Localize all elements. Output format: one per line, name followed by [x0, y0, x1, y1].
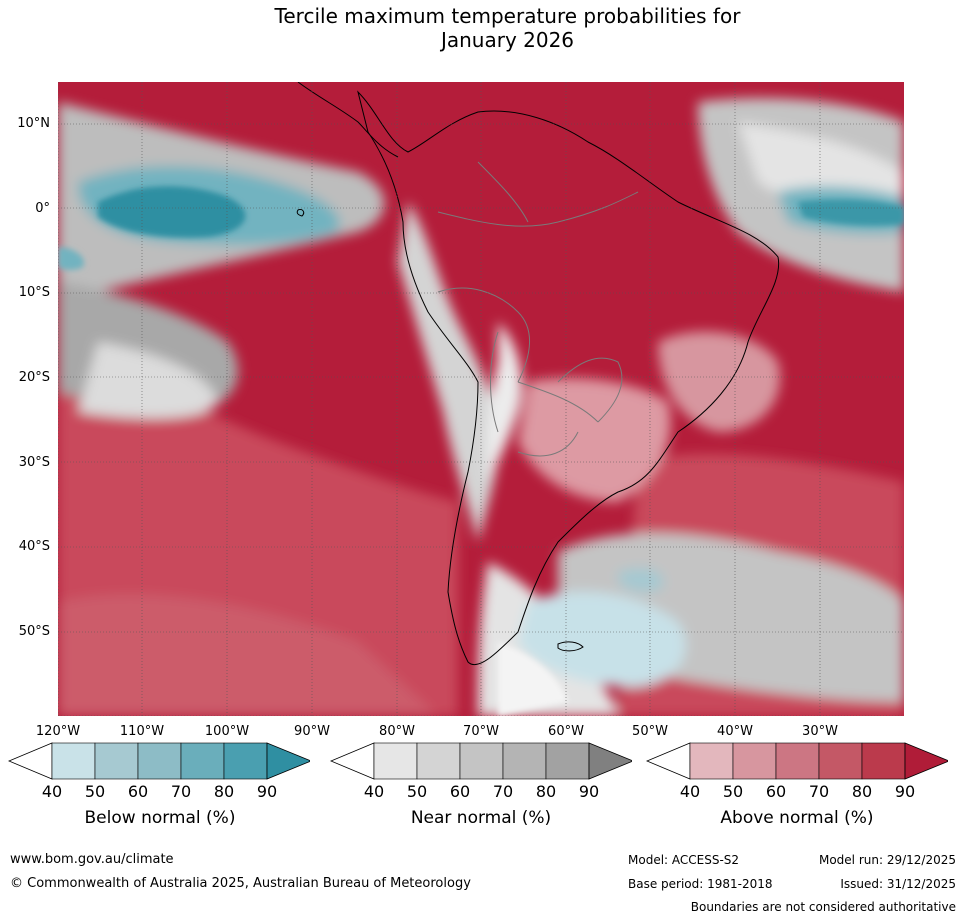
- website-link[interactable]: www.bom.gov.au/climate: [10, 852, 174, 867]
- lon-label-50w: 50°W: [632, 724, 668, 739]
- colorbar-segment: [223, 742, 268, 780]
- below-normal-label: Below normal (%): [84, 808, 236, 828]
- central-america-coastline: [297, 82, 399, 158]
- model-name: Model: ACCESS-S2: [628, 853, 740, 867]
- colorbar-tick-label: 70: [492, 782, 514, 801]
- colorbar-extend-high: [588, 742, 632, 780]
- colorbar-tick-label: 70: [170, 782, 192, 801]
- colorbar-segment: [416, 742, 461, 780]
- lon-label-120w: 120°W: [35, 724, 81, 739]
- colorbar-segment: [861, 742, 906, 780]
- above-low-brazil-coast: [658, 331, 780, 432]
- colorbar-tick-label: 40: [363, 782, 385, 801]
- colorbar-extend-low: [8, 742, 53, 780]
- lon-label-90w: 90°W: [294, 724, 330, 739]
- colorbar-segment: [502, 742, 547, 780]
- below-dark-eq-pacific: [98, 186, 246, 238]
- lon-label-70w: 70°W: [463, 724, 499, 739]
- copyright-text: © Commonwealth of Australia 2025, Austra…: [10, 876, 471, 891]
- galapagos-islands: [296, 209, 305, 217]
- above-normal-label: Above normal (%): [720, 808, 874, 828]
- colorbar-tick-label: 80: [213, 782, 235, 801]
- lat-label-40s: 40°S: [18, 539, 50, 554]
- country-borders: [437, 161, 639, 457]
- below-normal-falklands: [618, 567, 664, 593]
- colorbar-tick-label: 80: [535, 782, 557, 801]
- lon-label-100w: 100°W: [204, 724, 250, 739]
- lon-label-30w: 30°W: [802, 724, 838, 739]
- lon-label-60w: 60°W: [548, 724, 584, 739]
- colorbar-tick-label: 60: [127, 782, 149, 801]
- below-normal-south-atlantic: [518, 591, 686, 687]
- colorbar-segment: [51, 742, 96, 780]
- above-low-plata: [518, 378, 671, 502]
- lat-label-30s: 30°S: [18, 455, 50, 470]
- colorbar-tick-label: 50: [406, 782, 428, 801]
- below-dark-eq-atlantic: [798, 199, 904, 226]
- lat-label-20s: 20°S: [18, 370, 50, 385]
- colorbar-segment: [818, 742, 863, 780]
- colorbar-tick-label: 50: [722, 782, 744, 801]
- near-normal-andes: [398, 202, 499, 542]
- south-america-coastline: [357, 90, 780, 666]
- colorbar-segment: [180, 742, 225, 780]
- lat-label-10n: 10°N: [17, 116, 50, 131]
- above-mid-south: [58, 594, 438, 716]
- colorbar-tick-label: 60: [449, 782, 471, 801]
- base-period: Base period: 1981-2018: [628, 877, 773, 891]
- lon-label-40w: 40°W: [717, 724, 753, 739]
- colorbar-segment: [545, 742, 590, 780]
- issued-date: Issued: 31/12/2025: [840, 877, 956, 891]
- near-normal-label: Near normal (%): [410, 808, 552, 828]
- above-normal-colorbar: [646, 742, 948, 780]
- colorbar-extend-high: [904, 742, 948, 780]
- near-white-patagonia: [498, 642, 568, 716]
- falkland-islands: [557, 641, 584, 652]
- lat-label-0: 0°: [35, 201, 50, 216]
- colorbar-extend-low: [330, 742, 375, 780]
- colorbar-extend-low: [646, 742, 691, 780]
- title-line-2: January 2026: [440, 28, 575, 52]
- title-line-1: Tercile maximum temperature probabilitie…: [274, 4, 741, 28]
- colorbar-segment: [775, 742, 820, 780]
- colorbar-segment: [373, 742, 418, 780]
- colorbar-segment: [459, 742, 504, 780]
- colorbar-tick-label: 40: [679, 782, 701, 801]
- colorbar-segment: [137, 742, 182, 780]
- colorbar-tick-label: 90: [894, 782, 916, 801]
- colorbar-tick-label: 70: [808, 782, 830, 801]
- below-normal-west-edge: [58, 247, 84, 271]
- colorbar-tick-label: 50: [84, 782, 106, 801]
- map-title: Tercile maximum temperature probabilitie…: [0, 4, 965, 52]
- lat-label-10s: 10°S: [18, 285, 50, 300]
- colorbar-extend-high: [266, 742, 310, 780]
- probability-map: [58, 82, 904, 716]
- lat-label-50s: 50°S: [18, 624, 50, 639]
- colorbar-tick-label: 90: [578, 782, 600, 801]
- graticule: [58, 82, 904, 716]
- colorbar-segment: [689, 742, 734, 780]
- colorbar-tick-label: 90: [256, 782, 278, 801]
- below-normal-colorbar: [8, 742, 310, 780]
- near-normal-east-pacific-light: [78, 342, 218, 419]
- colorbar-segment: [732, 742, 777, 780]
- near-normal-colorbar: [330, 742, 632, 780]
- lon-label-80w: 80°W: [379, 724, 415, 739]
- colorbar-segment: [94, 742, 139, 780]
- boundaries-disclaimer: Boundaries are not considered authoritat…: [690, 900, 956, 914]
- colorbar-tick-label: 80: [851, 782, 873, 801]
- colorbar-tick-label: 40: [41, 782, 63, 801]
- model-run-date: Model run: 29/12/2025: [818, 853, 956, 867]
- colorbar-tick-label: 60: [765, 782, 787, 801]
- near-normal-andes-light: [486, 322, 522, 482]
- lon-label-110w: 110°W: [119, 724, 165, 739]
